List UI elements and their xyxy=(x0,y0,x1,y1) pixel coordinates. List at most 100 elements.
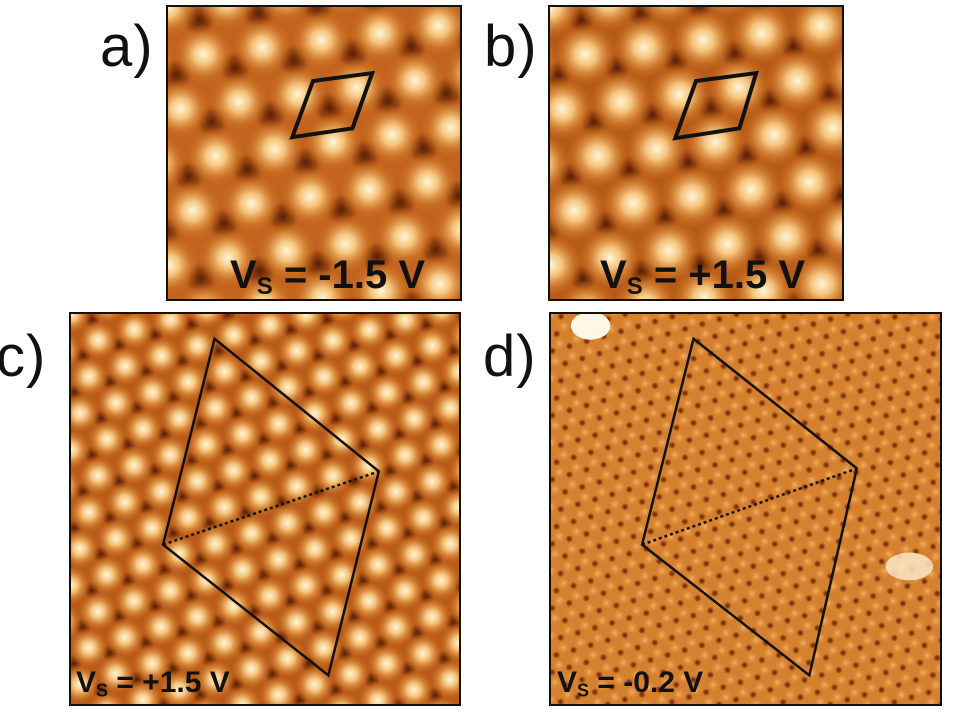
lattice-atom xyxy=(556,447,571,462)
lattice-hole xyxy=(719,554,728,563)
lattice-atom xyxy=(231,377,272,418)
lattice-atom xyxy=(96,382,136,423)
lattice-hole xyxy=(565,342,574,351)
lattice-hole xyxy=(800,675,809,684)
lattice-atom xyxy=(313,320,353,361)
lattice-atom xyxy=(826,322,841,337)
lattice-atom xyxy=(822,467,836,482)
lattice-hole xyxy=(595,670,604,679)
lattice-atom xyxy=(439,351,459,392)
lattice-hole xyxy=(740,532,749,541)
lattice-atom xyxy=(805,344,819,359)
lattice-atom xyxy=(582,344,597,359)
lattice-hole xyxy=(556,505,565,514)
lattice-hole xyxy=(770,668,779,677)
lattice-atom xyxy=(569,653,584,667)
lattice-atom xyxy=(71,429,91,470)
lattice-atom xyxy=(394,670,434,704)
lattice-hole xyxy=(775,458,784,467)
lattice-atom xyxy=(779,448,794,463)
lattice-atom xyxy=(852,411,866,426)
lattice-hole xyxy=(604,379,612,388)
lattice-atom xyxy=(637,697,652,704)
lattice-atom xyxy=(303,492,344,533)
lattice-atom xyxy=(573,442,588,457)
lattice-hole xyxy=(621,502,629,511)
lattice-hole xyxy=(556,376,565,385)
lattice-hole xyxy=(715,507,724,516)
lattice-hole xyxy=(843,695,852,704)
lattice-atom xyxy=(689,618,704,633)
lattice-hole xyxy=(745,579,753,588)
lattice-atom xyxy=(869,406,884,421)
lattice-hole xyxy=(869,592,878,600)
lattice-atom xyxy=(655,564,669,579)
lattice-atom xyxy=(96,518,136,559)
lattice-atom xyxy=(204,487,245,527)
lattice-atom xyxy=(762,324,777,339)
lattice-hole xyxy=(586,448,595,457)
lattice-atom xyxy=(595,549,610,564)
lattice-atom xyxy=(550,296,553,299)
lattice-hole xyxy=(561,487,570,496)
lattice-hole xyxy=(702,495,711,504)
lattice-hole xyxy=(792,646,800,655)
lattice-atom xyxy=(834,608,849,623)
lattice-atom xyxy=(817,485,832,500)
lattice-atom xyxy=(556,640,571,655)
lattice-atom xyxy=(684,635,699,650)
lattice-atom xyxy=(625,363,640,378)
lattice-atom xyxy=(826,450,841,465)
lattice-atom xyxy=(916,344,931,359)
lattice-atom xyxy=(916,537,931,552)
lattice-atom xyxy=(916,601,930,616)
lattice-atom xyxy=(90,314,124,324)
lattice-hole xyxy=(796,372,805,380)
lattice-atom xyxy=(556,383,571,398)
lattice-hole xyxy=(676,535,685,543)
lattice-atom xyxy=(186,126,246,186)
lattice-atom xyxy=(792,524,806,539)
lattice-hole xyxy=(621,438,630,447)
lattice-hole xyxy=(607,683,616,692)
lattice-atom xyxy=(668,319,683,334)
lattice-atom xyxy=(745,393,759,408)
lattice-atom xyxy=(573,635,588,650)
lattice-atom xyxy=(231,513,272,554)
lattice-atom xyxy=(448,453,459,489)
lattice-hole xyxy=(843,314,852,319)
lattice-atom xyxy=(877,371,892,386)
lattice-atom xyxy=(608,314,622,319)
lattice-hole xyxy=(860,690,869,699)
lattice-atom xyxy=(659,675,674,690)
lattice-hole xyxy=(732,502,741,511)
lattice-hole xyxy=(646,399,655,408)
lattice-atom xyxy=(908,700,921,704)
lattice-hole xyxy=(847,550,856,558)
lattice-atom xyxy=(114,581,154,621)
lattice-atom xyxy=(697,455,712,470)
lattice-hole xyxy=(766,364,775,373)
lattice-atom xyxy=(813,502,828,517)
lattice-atom xyxy=(625,428,640,443)
lattice-atom xyxy=(168,43,175,80)
lattice-hole xyxy=(792,389,801,398)
lattice-atom xyxy=(753,359,768,374)
lattice-hole xyxy=(851,661,860,670)
lattice-atom xyxy=(676,606,691,621)
lattice-atom xyxy=(565,477,580,492)
lattice-atom xyxy=(851,539,866,554)
lattice-atom xyxy=(702,566,717,581)
lattice-atom xyxy=(258,675,299,704)
lattice-atom xyxy=(740,668,755,682)
lattice-hole xyxy=(629,468,638,477)
lattice-atom xyxy=(676,670,691,685)
lattice-atom xyxy=(551,325,554,337)
lattice-hole xyxy=(646,591,655,600)
lattice-hole xyxy=(655,621,664,630)
lattice-atom xyxy=(325,314,360,324)
lattice-atom xyxy=(719,433,734,448)
lattice-hole xyxy=(813,495,822,504)
lattice-hole xyxy=(689,354,698,363)
lattice-atom xyxy=(105,482,145,522)
